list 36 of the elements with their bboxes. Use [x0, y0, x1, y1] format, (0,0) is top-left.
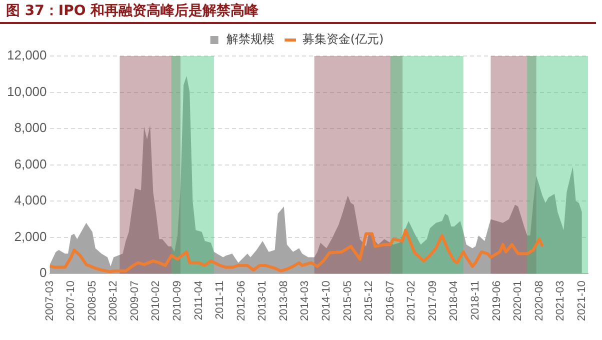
y-tick-label: 4,000 [14, 192, 47, 208]
x-tick-label: 2021-10 [576, 280, 588, 322]
x-tick-label: 2014-10 [320, 280, 333, 322]
x-tick-label: 2018-04 [448, 280, 460, 322]
x-tick-label: 2014-03 [299, 280, 312, 322]
x-tick-label: 2019-06 [490, 280, 503, 322]
x-tick-label: 2017-02 [406, 280, 418, 322]
x-tick-label: 2011-11 [214, 280, 226, 320]
y-tick-label: 0 [40, 265, 47, 280]
legend-label: 募集资金(亿元) [302, 32, 384, 46]
x-tick-label: 2012-06 [235, 280, 248, 322]
x-tick-label: 2013-08 [278, 280, 290, 322]
y-tick-label: 12,000 [6, 48, 47, 63]
x-tick-label: 2020-01 [512, 280, 524, 322]
legend-label: 解禁规模 [226, 32, 274, 46]
x-tick-label: 2010-09 [172, 280, 184, 322]
chart-title: 图 37：IPO 和再融资高峰后是解禁高峰 [0, 0, 596, 24]
x-tick-label: 2017-09 [426, 280, 439, 322]
x-tick-label: 2018-11 [470, 280, 482, 320]
x-tick-label: 2015-12 [363, 280, 376, 322]
y-tick-label: 8,000 [14, 120, 47, 136]
x-tick-label: 2011-04 [192, 280, 205, 320]
x-tick-label: 2007-10 [65, 280, 78, 322]
x-tick-label: 2013-01 [256, 280, 269, 322]
x-tick-label: 2021-03 [554, 280, 567, 322]
x-tick-label: 2015-05 [342, 280, 354, 322]
x-tick-label: 2007-03 [44, 280, 56, 322]
y-tick-label: 6,000 [14, 156, 47, 172]
x-tick-label: 2008-05 [86, 280, 98, 322]
x-tick-label: 2020-08 [533, 280, 546, 322]
x-tick-label: 2009-07 [128, 280, 141, 322]
x-tick-label: 2016-07 [384, 280, 396, 322]
x-tick-label: 2008-12 [108, 280, 120, 322]
y-tick-label: 2,000 [14, 228, 47, 244]
x-tick-label: 2010-02 [150, 280, 162, 322]
y-tick-label: 10,000 [6, 84, 47, 99]
